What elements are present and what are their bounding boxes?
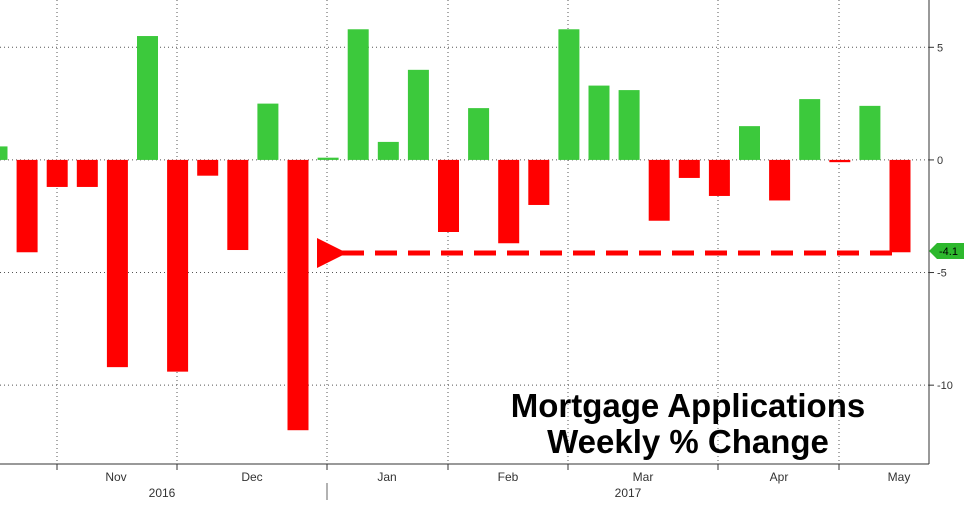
bar <box>859 105 881 160</box>
bar <box>498 159 520 244</box>
y-tick-label: -10 <box>937 380 953 392</box>
x-month-label: Mar <box>633 470 654 484</box>
y-tick-label: 5 <box>937 42 943 54</box>
bars <box>0 29 911 431</box>
chart-title-line-1: Mortgage Applications <box>511 387 865 424</box>
bar <box>829 159 851 163</box>
bar <box>739 126 760 160</box>
bar <box>558 29 580 160</box>
x-year-label: 2016 <box>149 486 176 500</box>
x-month-label: Nov <box>105 470 126 484</box>
bar <box>76 159 98 187</box>
x-month-label: Jan <box>377 470 396 484</box>
bar <box>377 141 399 160</box>
x-year-label: 2017 <box>615 486 642 500</box>
x-month-label: Apr <box>770 470 789 484</box>
bar <box>438 159 459 232</box>
bar <box>137 36 158 160</box>
bar <box>257 103 279 160</box>
bar <box>167 159 189 372</box>
last-value-badge-shape <box>929 243 964 259</box>
x-month-label: May <box>888 470 911 484</box>
x-month-label: Dec <box>241 470 262 484</box>
last-value-label: -4.1 <box>939 246 958 258</box>
bar <box>407 69 429 160</box>
y-axis: 5 0 -5 -10 <box>929 42 953 392</box>
bar <box>347 29 369 160</box>
y-tick-label: 0 <box>937 155 943 167</box>
bar <box>46 159 68 187</box>
bar <box>287 159 309 431</box>
bar <box>708 159 730 196</box>
bar <box>588 85 610 160</box>
bar <box>889 159 911 253</box>
bar <box>106 159 128 368</box>
bar <box>769 159 791 201</box>
bar <box>799 99 821 160</box>
bar <box>317 157 339 160</box>
chart-title-line-2: Weekly % Change <box>547 423 829 460</box>
bar <box>528 159 550 205</box>
bar <box>648 159 670 221</box>
bar <box>618 90 640 160</box>
bar <box>678 159 700 178</box>
bar <box>197 159 219 176</box>
last-value-badge: -4.1 <box>929 243 964 259</box>
bar <box>227 159 249 251</box>
y-tick-label: -5 <box>937 268 947 280</box>
bar <box>468 108 490 160</box>
x-axis: Nov Dec Jan Feb Mar Apr May 2016 2017 <box>56 464 911 500</box>
bar <box>0 146 8 160</box>
bar <box>16 159 38 253</box>
x-month-label: Feb <box>498 470 519 484</box>
